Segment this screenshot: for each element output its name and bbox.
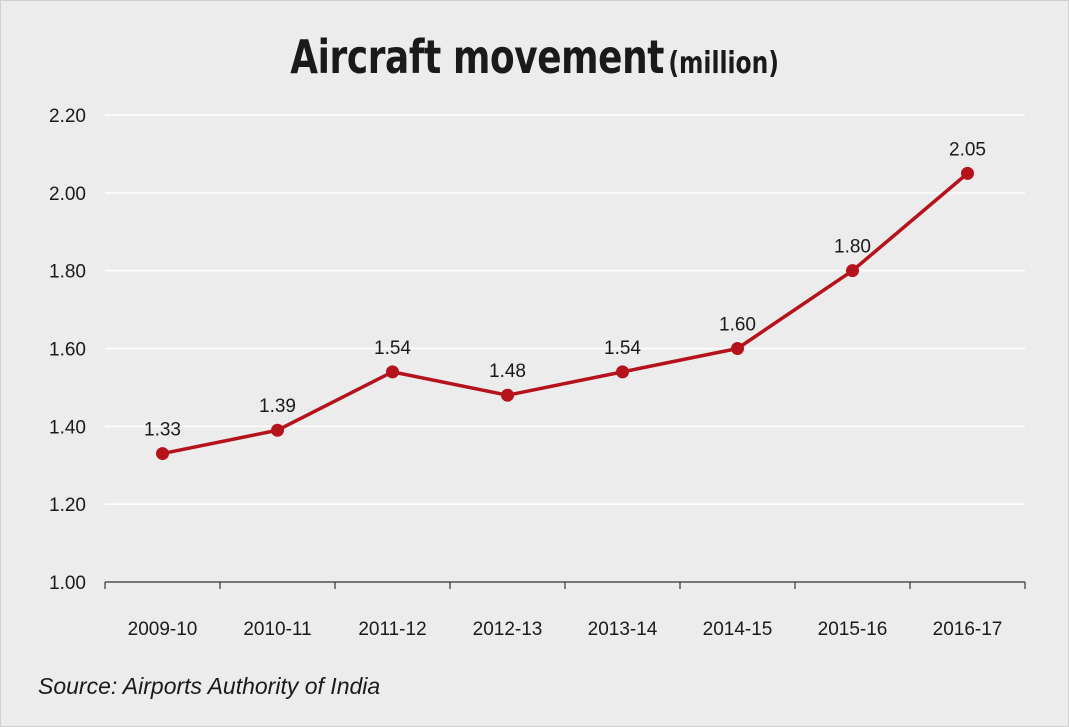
chart-title: Aircraft movement (million) [118,30,952,84]
x-tick-label: 2013-14 [588,619,658,640]
x-tick-label: 2010-11 [243,619,311,640]
source-note: Source: Airports Authority of India [38,673,381,699]
data-label: 1.54 [604,338,641,359]
y-tick-label: 1.80 [49,262,86,283]
y-tick-label: 1.60 [49,340,86,361]
y-tick-label: 1.00 [49,573,86,594]
data-point [501,388,514,402]
data-point [616,365,629,379]
y-tick-label: 2.00 [49,184,86,205]
chart-title-unit: (million) [668,46,779,81]
x-tick-label: 2011-12 [358,619,426,640]
x-tick-label: 2012-13 [473,619,543,640]
data-label: 1.54 [374,338,411,359]
data-point [271,423,284,437]
data-points [156,166,974,461]
y-tick-label: 1.40 [49,417,86,438]
data-point [961,166,974,180]
data-label: 1.80 [834,237,871,258]
data-point [156,447,169,461]
data-label: 1.48 [489,361,526,382]
series-line-path [162,172,969,456]
x-tick-label: 2014-15 [703,619,773,640]
y-tick-label: 2.20 [49,106,86,127]
gridlines [105,114,1025,505]
y-axis-ticks: 1.00 1.20 1.40 1.60 1.80 2.00 2.20 [49,106,86,594]
data-point [386,365,399,379]
y-tick-label: 1.20 [49,495,86,516]
chart-title-main: Aircraft movement [290,30,665,84]
x-axis: 2009-10 2010-11 2011-12 2012-13 2013-14 2014-… [104,581,1026,640]
x-tick-label: 2009-10 [128,619,198,640]
data-label: 1.60 [719,315,756,336]
data-label: 1.39 [259,396,296,417]
data-label: 1.33 [144,420,181,441]
series-line [162,172,969,456]
data-labels: 1.33 1.39 1.54 1.48 1.54 1.60 1.80 2.05 [144,139,986,440]
x-tick-label: 2016-17 [933,619,1003,640]
x-tick-label: 2015-16 [818,619,888,640]
data-point [846,264,859,278]
data-point [731,342,744,355]
data-label: 2.05 [949,139,986,160]
